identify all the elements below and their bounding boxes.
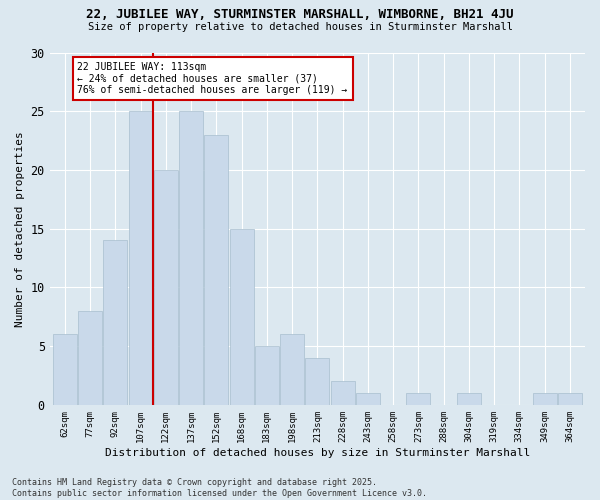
Text: Contains HM Land Registry data © Crown copyright and database right 2025.
Contai: Contains HM Land Registry data © Crown c…	[12, 478, 427, 498]
X-axis label: Distribution of detached houses by size in Sturminster Marshall: Distribution of detached houses by size …	[105, 448, 530, 458]
Bar	[78, 311, 102, 405]
Y-axis label: Number of detached properties: Number of detached properties	[15, 131, 25, 326]
Bar	[230, 228, 254, 405]
Bar	[457, 393, 481, 405]
Text: 22, JUBILEE WAY, STURMINSTER MARSHALL, WIMBORNE, BH21 4JU: 22, JUBILEE WAY, STURMINSTER MARSHALL, W…	[86, 8, 514, 20]
Bar	[179, 111, 203, 405]
Bar	[154, 170, 178, 405]
Bar	[128, 111, 152, 405]
Bar	[406, 393, 430, 405]
Bar	[331, 382, 355, 405]
Bar	[103, 240, 127, 405]
Bar	[205, 134, 229, 405]
Bar	[53, 334, 77, 405]
Bar	[533, 393, 557, 405]
Bar	[356, 393, 380, 405]
Bar	[558, 393, 582, 405]
Bar	[305, 358, 329, 405]
Text: Size of property relative to detached houses in Sturminster Marshall: Size of property relative to detached ho…	[88, 22, 512, 32]
Text: 22 JUBILEE WAY: 113sqm
← 24% of detached houses are smaller (37)
76% of semi-det: 22 JUBILEE WAY: 113sqm ← 24% of detached…	[77, 62, 347, 95]
Bar	[280, 334, 304, 405]
Bar	[255, 346, 279, 405]
